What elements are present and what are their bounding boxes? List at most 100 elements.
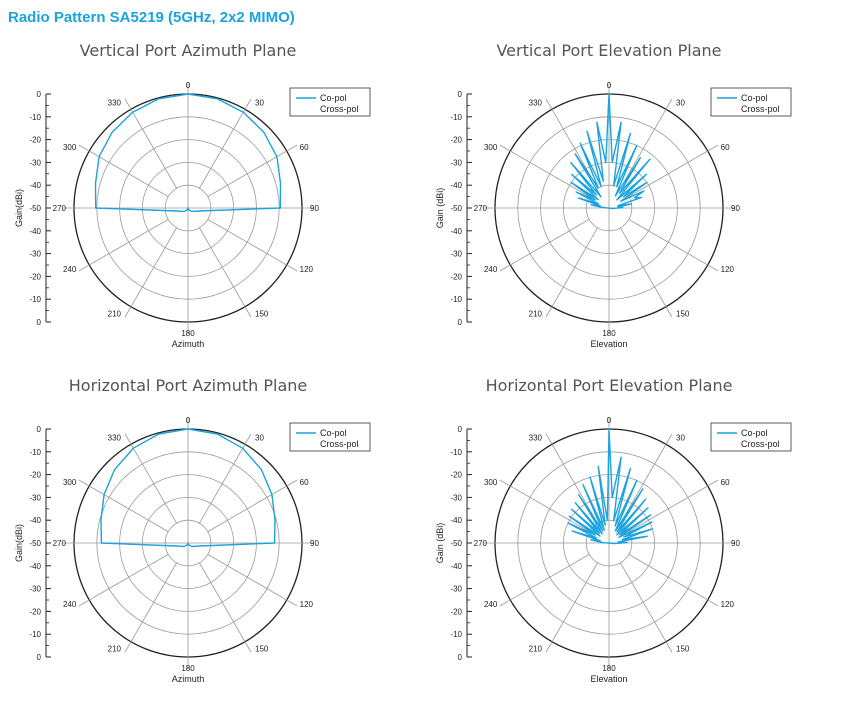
page-title: Radio Pattern SA5219 (5GHz, 2x2 MIMO) [8,9,295,26]
gain-tick-label: -30 [29,158,41,167]
angle-tick-label: 60 [300,143,309,152]
angle-tick-label: 90 [731,539,740,548]
gain-tick-label: 0 [37,653,42,662]
gain-tick-label: -30 [29,250,41,259]
gain-tick-label: -10 [450,113,462,122]
angle-tick-label: 30 [676,98,685,107]
gain-tick-label: -10 [29,448,41,457]
angle-tick-label: 240 [63,265,77,274]
legend-label: Co-pol [320,93,347,103]
polar-spoke [199,433,252,524]
angle-tick-label: 240 [484,265,498,274]
polar-spoke [199,562,252,653]
angle-tick-label: 210 [529,645,543,654]
angle-tick-label: 120 [721,600,735,609]
angle-tick-label: 30 [255,98,264,107]
gain-tick-label: -40 [450,181,462,190]
gain-tick-label: -40 [29,562,41,571]
polar-spoke [628,144,719,197]
polar-spoke [628,219,719,272]
polar-spoke [499,219,590,272]
angle-tick-label: 60 [300,478,309,487]
polar-spoke [199,227,252,318]
legend-label: Co-pol [741,428,768,438]
polar-spoke [78,479,169,532]
chart-panel: Vertical Port Elevation Plane 0 30 60 90 120 1… [421,32,841,372]
gain-tick-label: -50 [450,539,462,548]
angle-tick-label: 240 [484,600,498,609]
gain-tick-label: -30 [29,585,41,594]
angle-tick-label: 0 [186,416,191,425]
gain-tick-label: -30 [29,493,41,502]
polar-spoke [545,227,598,318]
legend-label: Cross-pol [320,439,359,449]
polar-spoke [207,479,298,532]
polar-chart-svg: Horizontal Port Elevation Plane 0 30 60 90 12… [435,376,792,684]
gain-tick-label: -20 [450,471,462,480]
polar-spoke [124,433,177,524]
chart-panel: Horizontal Port Azimuth Plane 0 30 60 90 120 1… [0,367,420,707]
gain-tick-label: -20 [450,607,462,616]
polar-spoke [124,562,177,653]
angle-tick-label: 330 [529,98,543,107]
angle-tick-label: 300 [484,478,498,487]
gain-tick-label: -40 [29,516,41,525]
gain-tick-label: 0 [458,90,463,99]
gain-tick-label: -10 [29,113,41,122]
gain-tick-label: -30 [450,493,462,502]
polar-spoke [628,479,719,532]
gain-tick-label: -30 [450,585,462,594]
gain-tick-label: 0 [458,318,463,327]
polar-spoke [545,433,598,524]
gain-tick-label: -20 [450,272,462,281]
x-axis-label: Elevation [590,339,627,349]
chart-title: Vertical Port Azimuth Plane [80,41,297,60]
legend-label: Cross-pol [320,104,359,114]
polar-chart-svg: Vertical Port Azimuth Plane 0 30 60 90 120 150… [14,41,371,349]
gain-tick-label: 0 [458,425,463,434]
polar-spoke [78,554,169,607]
legend-label: Cross-pol [741,104,780,114]
gain-tick-label: -40 [29,227,41,236]
gain-tick-label: -10 [450,630,462,639]
polar-spoke [620,98,673,189]
chart-title: Vertical Port Elevation Plane [496,41,721,60]
angle-tick-label: 180 [602,664,616,673]
polar-spoke [78,144,169,197]
angle-tick-label: 270 [53,204,67,213]
gain-tick-label: -50 [29,539,41,548]
polar-chart-svg: Vertical Port Elevation Plane 0 30 60 90 120 1… [435,41,792,349]
legend-box [710,87,792,117]
gain-tick-label: -50 [29,204,41,213]
angle-tick-label: 210 [108,645,122,654]
angle-tick-label: 150 [255,310,269,319]
angle-tick-label: 210 [108,310,122,319]
polar-chart-svg: Horizontal Port Azimuth Plane 0 30 60 90 120 1… [14,376,371,684]
polar-spoke [545,562,598,653]
polar-spoke [628,554,719,607]
angle-tick-label: 330 [108,98,122,107]
legend-label: Cross-pol [741,439,780,449]
gain-tick-label: -10 [450,448,462,457]
legend-box [289,422,371,452]
angle-tick-label: 0 [186,81,191,90]
angle-tick-label: 210 [529,310,543,319]
gain-tick-label: -40 [450,516,462,525]
angle-tick-label: 60 [721,478,730,487]
legend-label: Co-pol [320,428,347,438]
angle-tick-label: 30 [676,433,685,442]
gain-tick-label: -40 [29,181,41,190]
polar-spoke [124,98,177,189]
gain-tick-label: -10 [29,295,41,304]
polar-spoke [207,219,298,272]
polar-spoke [620,433,673,524]
angle-tick-label: 30 [255,433,264,442]
angle-tick-label: 270 [474,539,488,548]
y-axis-label: Gain(dBi) [14,524,24,562]
angle-tick-label: 180 [181,664,195,673]
gain-tick-label: -10 [450,295,462,304]
angle-tick-label: 180 [181,329,195,338]
y-axis-label: Gain (dBi) [435,523,445,564]
x-axis-label: Elevation [590,674,627,684]
series-trace-co-pol [94,93,282,213]
